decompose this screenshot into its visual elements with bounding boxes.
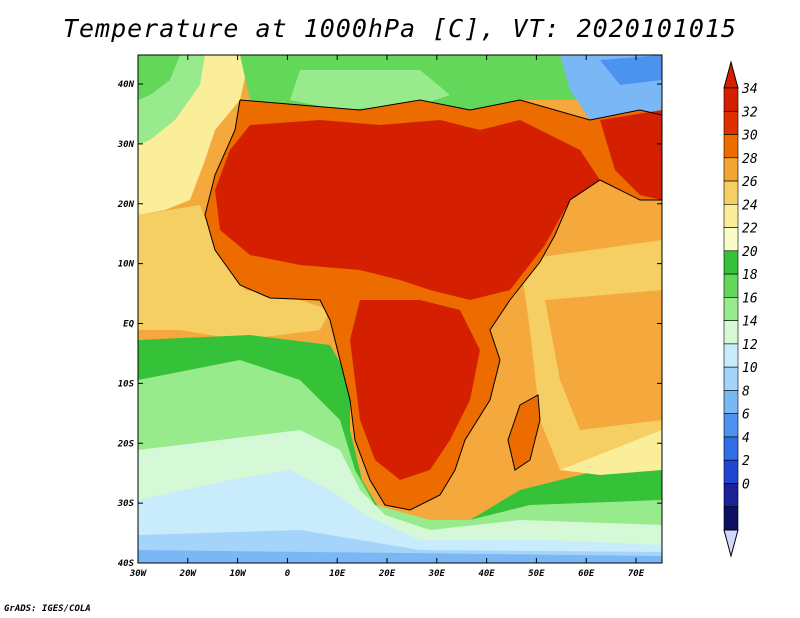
colorbar-label: 2	[742, 454, 750, 469]
colorbar-swatch	[723, 227, 739, 252]
temperature-field	[138, 55, 662, 563]
colorbar-label: 30	[741, 129, 758, 144]
colorbar-label: 12	[742, 338, 758, 353]
colorbar-label: 0	[742, 477, 750, 492]
lon-tick-label: 30E	[428, 569, 446, 579]
lon-tick-label: 70E	[628, 569, 645, 579]
colorbar-label: 24	[742, 198, 758, 213]
map-title: Temperature at 1000hPa [C], VT: 20201010…	[62, 14, 738, 43]
colorbar-bottom-arrow	[723, 529, 739, 558]
colorbar-label: 8	[742, 384, 750, 399]
lon-tick-label: 10W	[229, 569, 247, 579]
colorbar-swatch	[723, 506, 739, 531]
colorbar-label: 14	[742, 315, 758, 330]
lat-tick-label: 20S	[117, 439, 135, 449]
lon-tick-label: 60E	[578, 569, 595, 579]
colorbar-label: 16	[742, 291, 758, 306]
colorbar-label: 10	[742, 361, 758, 376]
colorbar-label: 4	[742, 431, 750, 446]
lat-tick-label: EQ	[123, 320, 134, 330]
lon-tick-label: 20E	[378, 569, 396, 579]
latitude-axis: 40N 30N 20N 10N EQ 10S 20S 30S 40S	[117, 80, 662, 569]
credit-text: GrADS: IGES/COLA	[4, 604, 91, 614]
colorbar-swatch	[723, 390, 739, 414]
colorbar-swatch	[723, 250, 739, 275]
lat-tick-label: 30S	[117, 499, 135, 509]
colorbar-label: 26	[742, 175, 758, 190]
colorbar-swatch	[723, 87, 739, 112]
map-frame	[137, 54, 663, 564]
colorbar-swatch	[723, 366, 739, 391]
colorbar-swatch	[723, 413, 739, 438]
colorbar-swatch	[723, 110, 739, 135]
colorbar-label: 6	[742, 408, 750, 423]
lon-tick-label: 30W	[129, 569, 148, 579]
colorbar-swatch	[723, 320, 739, 345]
lat-tick-label: 10S	[118, 379, 135, 389]
colorbar-swatch	[723, 204, 739, 228]
colorbar-swatch	[723, 297, 739, 321]
colorbar-label: 22	[742, 222, 758, 237]
coastlines	[204, 99, 662, 511]
colorbar-swatch	[723, 436, 739, 461]
longitude-axis: 30W 20W 10W 0 10E 20E 30E 40E 50E 60E 70E	[129, 55, 645, 579]
lat-tick-label: 40S	[118, 559, 135, 569]
colorbar-label: 34	[741, 82, 758, 97]
lat-tick-label: 10N	[118, 260, 135, 270]
colorbar-swatch	[723, 459, 739, 484]
colorbar-label: 18	[742, 268, 758, 283]
lon-tick-label: 0	[285, 569, 291, 579]
lon-tick-label: 20W	[179, 569, 198, 579]
colorbar-label: 32	[741, 105, 758, 120]
colorbar-swatch	[723, 483, 739, 508]
colorbar-swatch	[723, 273, 739, 298]
lat-tick-label: 30N	[117, 140, 135, 150]
colorbar-label: 28	[742, 152, 758, 167]
colorbar-swatch	[723, 157, 739, 182]
colorbar-label: 20	[742, 245, 758, 260]
lon-tick-label: 50E	[528, 569, 545, 579]
colorbar-swatch	[723, 134, 739, 159]
colorbar-swatch	[723, 343, 739, 368]
lat-tick-label: 20N	[117, 200, 135, 210]
colorbar-swatch	[723, 180, 739, 205]
lon-tick-label: 10E	[329, 569, 346, 579]
colorbar-top-arrow	[723, 60, 739, 89]
lon-tick-label: 40E	[478, 569, 495, 579]
lat-tick-label: 40N	[118, 80, 135, 90]
